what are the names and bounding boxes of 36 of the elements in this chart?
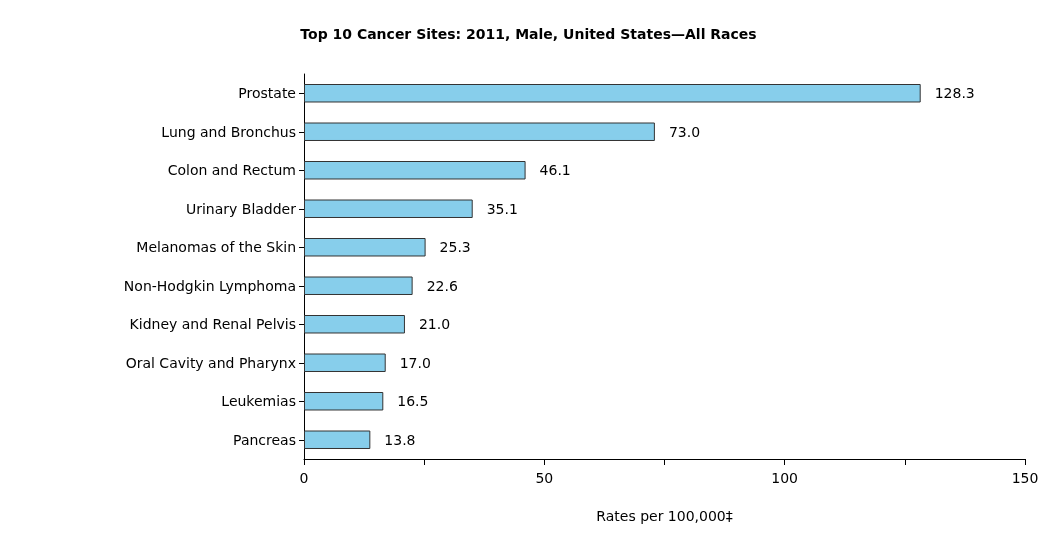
data-label: 13.8 <box>384 431 416 448</box>
y-tick-label: Lung and Bronchus <box>161 123 296 140</box>
bar <box>304 122 655 141</box>
x-tick-label: 150 <box>1011 470 1039 486</box>
data-label: 16.5 <box>397 393 429 410</box>
data-label: 73.0 <box>668 123 701 140</box>
y-tick-label: Prostate <box>238 85 296 102</box>
bar <box>304 430 371 449</box>
data-label: 35.1 <box>486 200 518 217</box>
bar <box>304 161 526 180</box>
bar <box>304 199 473 218</box>
bar <box>304 276 413 295</box>
y-tick-label: Kidney and Renal Pelvis <box>129 316 296 333</box>
bar <box>304 238 426 257</box>
y-tick-label: Colon and Rectum <box>167 162 296 179</box>
bar <box>304 315 405 334</box>
y-tick-label: Urinary Bladder <box>185 200 297 217</box>
x-axis-title: Rates per 100,000‡ <box>596 508 733 524</box>
data-label: 17.0 <box>399 354 431 371</box>
bar <box>304 84 921 103</box>
x-tick-label: 100 <box>771 470 799 486</box>
data-label: 21.0 <box>418 316 451 333</box>
y-tick-label: Melanomas of the Skin <box>136 239 296 256</box>
data-label: 46.1 <box>539 162 571 179</box>
y-tick-label: Leukemias <box>221 393 296 410</box>
y-tick-label: Oral Cavity and Pharynx <box>125 354 296 371</box>
chart-title: Top 10 Cancer Sites: 2011, Male, United States—All Races <box>300 26 757 42</box>
y-tick-label: Non-Hodgkin Lymphoma <box>123 277 296 294</box>
data-label: 22.6 <box>426 277 458 294</box>
data-label: 25.3 <box>439 239 471 256</box>
y-tick-label: Pancreas <box>233 431 296 448</box>
data-label: 128.3 <box>934 85 975 102</box>
bar <box>304 392 384 411</box>
bar <box>304 353 386 372</box>
x-tick-label: 0 <box>299 470 309 486</box>
x-tick-label: 50 <box>535 470 554 486</box>
